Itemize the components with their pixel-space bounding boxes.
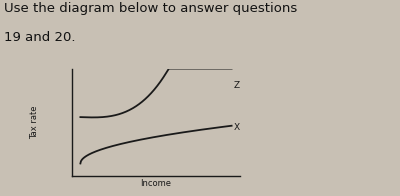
Text: Tax rate: Tax rate — [30, 106, 40, 139]
X-axis label: Income: Income — [140, 179, 172, 188]
Text: Use the diagram below to answer questions: Use the diagram below to answer question… — [4, 2, 297, 15]
Text: X: X — [233, 123, 240, 132]
Text: 19 and 20.: 19 and 20. — [4, 31, 76, 44]
Text: Z: Z — [233, 81, 240, 90]
